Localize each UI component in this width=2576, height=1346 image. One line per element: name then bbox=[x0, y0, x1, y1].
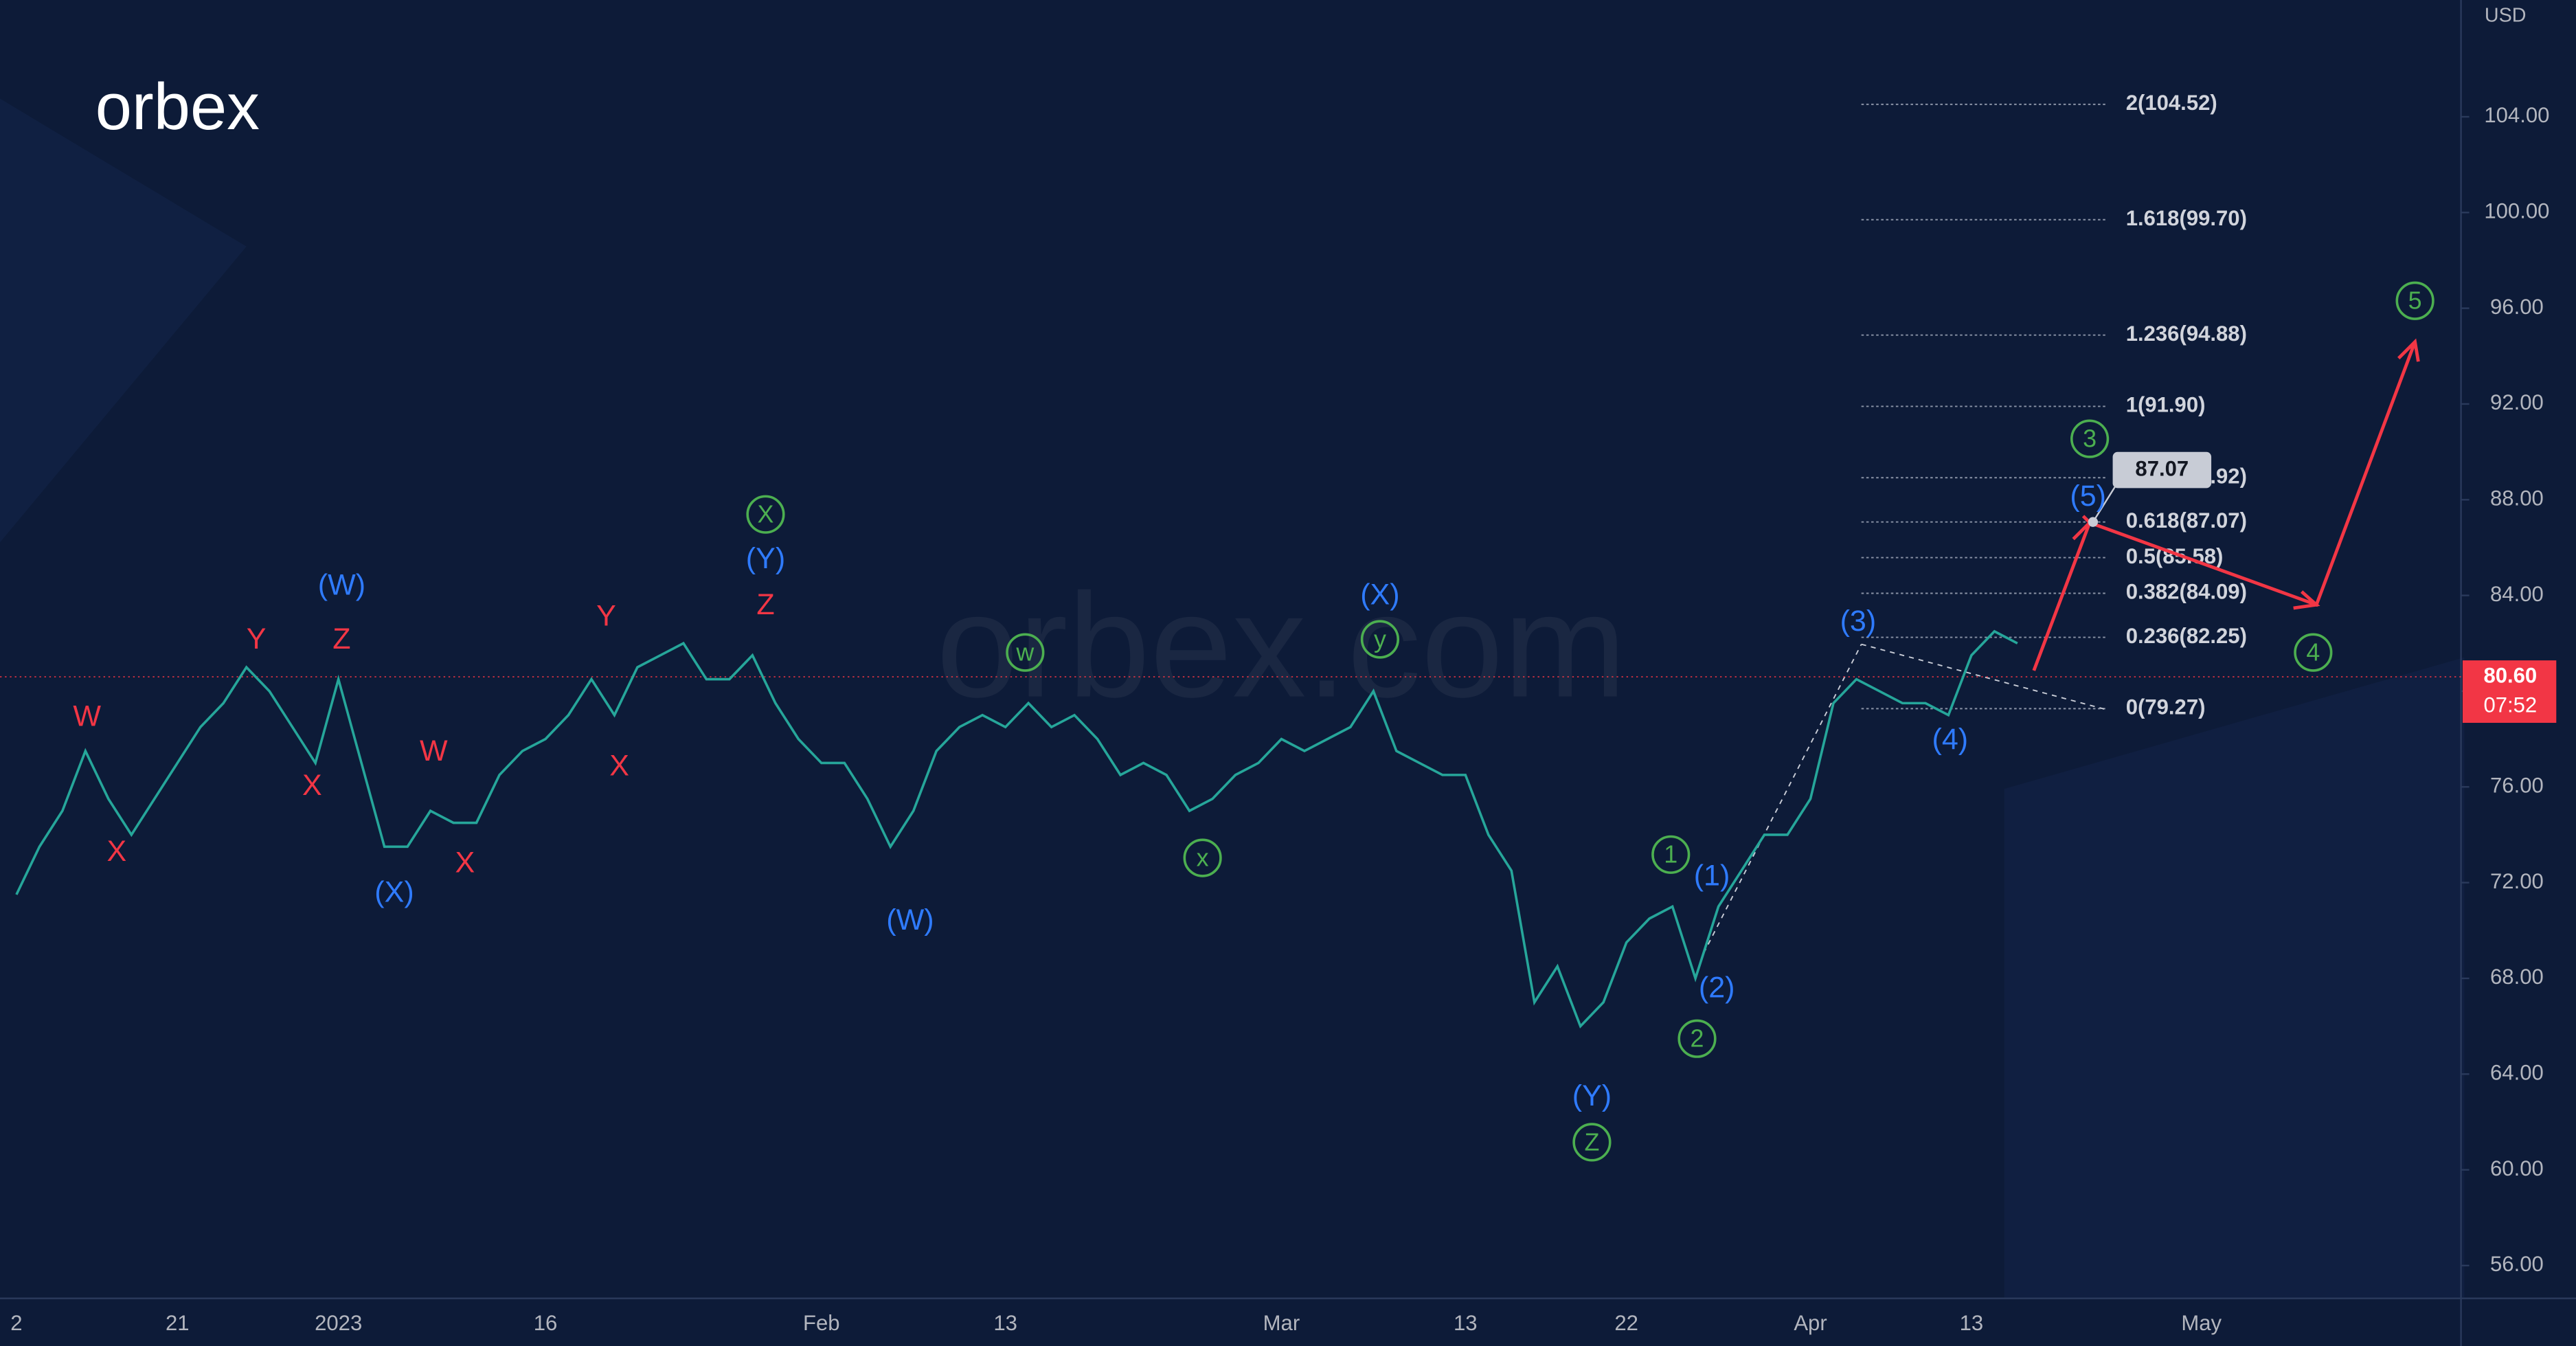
wave-label: X bbox=[455, 846, 475, 879]
x-tick-label: 2023 bbox=[315, 1311, 362, 1335]
x-tick-label: 16 bbox=[534, 1311, 558, 1335]
x-tick-label: May bbox=[2181, 1311, 2222, 1335]
fib-label: 0.618(87.07) bbox=[2126, 508, 2247, 532]
wave-label: (W) bbox=[886, 904, 934, 936]
x-tick-label: Apr bbox=[1794, 1311, 1827, 1335]
x-tick-label: 21 bbox=[166, 1311, 190, 1335]
wave-label: X bbox=[758, 501, 774, 528]
tag-dot bbox=[2088, 517, 2099, 527]
wave-label: Z bbox=[756, 588, 774, 621]
wave-label: 5 bbox=[2408, 287, 2422, 315]
fib-label: 2(104.52) bbox=[2126, 91, 2217, 115]
decor bbox=[0, 98, 247, 543]
currency: USD bbox=[2485, 4, 2527, 26]
wave-label: (Y) bbox=[746, 542, 785, 575]
price-tag bbox=[2112, 451, 2212, 489]
wave-label: (Y) bbox=[1572, 1079, 1612, 1112]
wave-label: (5) bbox=[2070, 480, 2106, 513]
projection-arrow bbox=[2032, 341, 2417, 671]
wave-circle bbox=[746, 495, 785, 534]
countdown: 07:52 bbox=[2483, 693, 2537, 717]
y-tick-label: 96.00 bbox=[2490, 295, 2544, 319]
wave-label: Z bbox=[332, 622, 350, 655]
wave-label: 4 bbox=[2306, 638, 2320, 666]
wave-circle bbox=[1572, 1123, 1612, 1162]
wave-label: 3 bbox=[2083, 425, 2097, 453]
y-tick-label: 60.00 bbox=[2490, 1156, 2544, 1180]
y-tick-label: 68.00 bbox=[2490, 965, 2544, 989]
price-tag-label: 87.07 bbox=[2135, 456, 2189, 480]
fib-label: 1(91.90) bbox=[2126, 393, 2206, 417]
last-price-tag bbox=[2462, 660, 2557, 724]
trend-line bbox=[1861, 643, 2108, 711]
fib-label: 0(79.27) bbox=[2126, 695, 2206, 719]
y-tick-label: 92.00 bbox=[2490, 390, 2544, 414]
arrow-head bbox=[2293, 590, 2320, 610]
trend-line bbox=[1703, 644, 1862, 954]
last-price-label: 80.60 bbox=[2483, 663, 2537, 687]
wave-circle bbox=[2070, 419, 2110, 458]
plot: 56.0060.0064.0068.0072.0076.0080.0084.00… bbox=[0, 91, 2557, 1335]
y-tick-label: 104.00 bbox=[2484, 103, 2549, 127]
y-tick-label: 72.00 bbox=[2490, 869, 2544, 893]
wave-label: (X) bbox=[374, 876, 414, 909]
x-tick-label: 2 bbox=[10, 1311, 22, 1335]
wave-circle bbox=[1183, 838, 1222, 877]
y-tick-label: 88.00 bbox=[2490, 486, 2544, 511]
fib-label: 1.618(99.70) bbox=[2126, 206, 2247, 230]
wave-circle bbox=[1651, 835, 1691, 874]
x-tick-label: Feb bbox=[803, 1311, 840, 1335]
y-tick-label: 100.00 bbox=[2484, 199, 2549, 223]
decor bbox=[2004, 657, 2465, 1299]
y-tick-label: 56.00 bbox=[2490, 1252, 2544, 1276]
y-tick-label: 84.00 bbox=[2490, 582, 2544, 606]
logo: orbex bbox=[95, 70, 260, 144]
wave-label: X bbox=[302, 769, 322, 802]
wave-label: x bbox=[1197, 844, 1209, 871]
wave-label: w bbox=[1015, 638, 1034, 666]
x-tick-label: 13 bbox=[993, 1311, 1017, 1335]
wave-label: W bbox=[420, 734, 448, 767]
wave-label: 2 bbox=[1691, 1025, 1704, 1053]
wave-label: Z bbox=[1584, 1128, 1599, 1156]
wave-label: (1) bbox=[1694, 860, 1730, 893]
wave-label: (2) bbox=[1699, 971, 1735, 1004]
wave-circle bbox=[2294, 633, 2333, 672]
wave-label: (3) bbox=[1840, 605, 1877, 638]
arrow-head bbox=[2397, 338, 2420, 362]
wave-label: (X) bbox=[1360, 579, 1399, 612]
wave-label: X bbox=[609, 749, 629, 782]
wave-circle bbox=[2395, 281, 2434, 320]
wave-circle bbox=[1360, 620, 1400, 659]
x-tick-label: Mar bbox=[1263, 1311, 1300, 1335]
y-tick-label: 64.00 bbox=[2490, 1060, 2544, 1084]
wave-label: W bbox=[73, 700, 101, 733]
wave-circle bbox=[1006, 633, 1045, 672]
wave-label: 1 bbox=[1664, 841, 1677, 868]
fib-label: 0.236(82.25) bbox=[2126, 624, 2247, 648]
wave-label: X bbox=[106, 835, 126, 868]
wave-circle bbox=[1677, 1019, 1717, 1058]
wave-label: Y bbox=[247, 622, 267, 655]
x-tick-label: 13 bbox=[1454, 1311, 1478, 1335]
watermark: orbex.com bbox=[936, 563, 1627, 728]
fib-label: 1.236(94.88) bbox=[2126, 322, 2247, 346]
x-tick-label: 13 bbox=[1960, 1311, 1984, 1335]
price-line bbox=[15, 629, 2018, 1029]
wave-label: (W) bbox=[318, 568, 365, 601]
fib-label: 0.382(84.09) bbox=[2126, 580, 2247, 604]
x-tick-label: 22 bbox=[1614, 1311, 1638, 1335]
wave-label: (4) bbox=[1932, 723, 1968, 756]
y-tick-label: 76.00 bbox=[2490, 773, 2544, 797]
wave-label: Y bbox=[596, 600, 616, 633]
wave-label: y bbox=[1374, 625, 1386, 653]
